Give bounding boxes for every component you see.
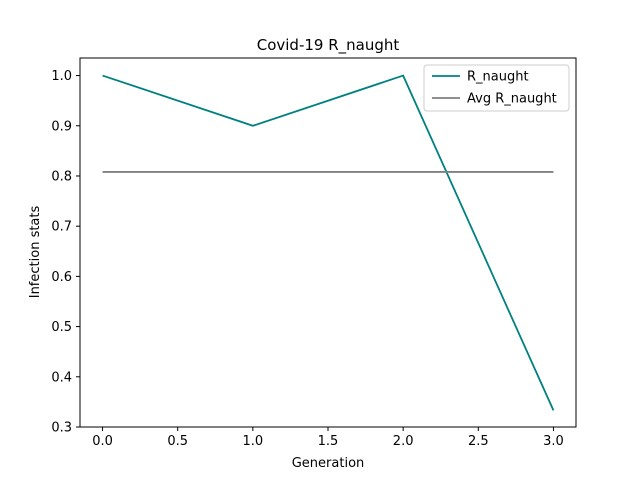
chart-title: Covid-19 R_naught (257, 36, 400, 55)
legend-label-2: Avg R_naught (467, 92, 557, 107)
legend-box (423, 64, 570, 112)
y-tick-label: 0.3 (51, 421, 72, 436)
y-tick-label: 0.4 (51, 370, 72, 385)
x-tick-label: 1.5 (318, 434, 339, 449)
series-line-1 (102, 74, 555, 411)
y-tick-label: 0.7 (51, 220, 72, 235)
x-tick-label: 0.5 (167, 434, 188, 449)
y-tick-label: 0.9 (51, 119, 72, 134)
x-tick-label: 3.0 (543, 434, 564, 449)
x-tick-label: 1.0 (243, 434, 264, 449)
legend-label-1: R_naught (467, 70, 529, 85)
plot-area (79, 57, 577, 428)
y-tick-label: 0.8 (51, 169, 72, 184)
x-axis-label: Generation (292, 456, 365, 471)
legend: R_naught Avg R_naught (423, 64, 570, 112)
y-axis-label: Infection stats (28, 206, 43, 299)
x-tick-label: 2.0 (393, 434, 414, 449)
y-tick-label: 1.0 (51, 69, 72, 84)
y-tick-label: 0.6 (51, 270, 72, 285)
plot-frame (79, 57, 577, 428)
y-tick-label: 0.5 (51, 320, 72, 335)
x-axis: 0.0 0.5 1.0 1.5 2.0 2.5 3.0 (92, 427, 564, 449)
x-tick-label: 0.0 (92, 434, 113, 449)
y-axis: 0.3 0.4 0.5 0.6 0.7 0.8 0.9 1.0 (51, 69, 80, 436)
x-tick-label: 2.5 (468, 434, 489, 449)
